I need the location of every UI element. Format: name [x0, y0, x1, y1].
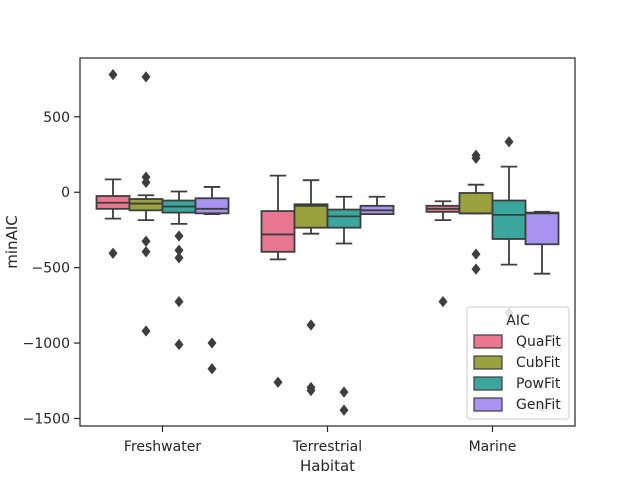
outlier-powfit-freshwater-0: [174, 230, 184, 242]
box-cubfit-freshwater: [128, 198, 164, 212]
outlier-powfit-freshwater-4: [174, 338, 184, 351]
y-tick-label: −1500: [23, 411, 70, 427]
legend-label-quafit: QuaFit: [516, 334, 561, 350]
box-group-genfit-freshwater: [194, 186, 230, 375]
box-genfit-marine: [524, 211, 560, 246]
outlier-powfit-freshwater-2: [174, 252, 184, 264]
box-group-cubfit-terrestrial: [293, 179, 329, 397]
legend: AIC QuaFit CubFit PowFit GenFit: [466, 306, 570, 420]
legend-swatch-genfit: [473, 397, 503, 412]
y-axis: 500 0 −500 −1000 −1500: [23, 110, 80, 427]
x-tick-label-freshwater: Freshwater: [124, 439, 201, 455]
box-powfit-marine: [491, 199, 527, 240]
outlier-quafit-marine-0: [438, 295, 448, 308]
box-group-powfit-terrestrial: [326, 195, 362, 416]
x-axis-label: Habitat: [300, 457, 355, 475]
y-tick-label: 500: [43, 110, 70, 126]
box-cubfit-marine: [458, 192, 494, 215]
legend-swatch-quafit: [473, 334, 503, 349]
legend-label-cubfit: CubFit: [516, 355, 560, 371]
legend-swatch-powfit: [473, 376, 503, 391]
x-tick-label-marine: Marine: [469, 439, 517, 455]
outlier-genfit-freshwater-0: [207, 337, 217, 349]
y-tick-label: 0: [61, 185, 70, 201]
outlier-powfit-freshwater-1: [174, 244, 184, 256]
y-tick-label: −1000: [23, 336, 70, 352]
x-tick-label-terrestrial: Terrestrial: [292, 439, 362, 455]
box-powfit-terrestrial: [326, 208, 362, 229]
box-group-quafit-marine: [425, 200, 461, 308]
y-axis-label: minAIC: [3, 215, 21, 268]
box-group-quafit-terrestrial: [260, 174, 296, 388]
box-group-cubfit-marine: [458, 149, 494, 275]
box-cubfit-terrestrial: [293, 203, 329, 229]
outlier-quafit-freshwater-0: [108, 68, 118, 81]
box-quafit-terrestrial: [260, 210, 296, 253]
outlier-cubfit-marine-1: [471, 152, 481, 164]
outlier-cubfit-freshwater-3: [141, 235, 151, 247]
outlier-cubfit-marine-3: [471, 263, 481, 275]
legend-swatch-cubfit: [473, 355, 503, 370]
outlier-quafit-terrestrial-0: [273, 376, 283, 388]
outlier-cubfit-freshwater-0: [141, 71, 151, 83]
legend-label-powfit: PowFit: [516, 376, 561, 392]
outlier-genfit-freshwater-1: [207, 363, 217, 375]
outlier-cubfit-terrestrial-2: [306, 384, 316, 397]
box-group-powfit-freshwater: [161, 190, 197, 351]
legend-title: AIC: [506, 313, 530, 329]
outlier-powfit-freshwater-3: [174, 295, 184, 308]
outlier-cubfit-freshwater-4: [141, 246, 151, 258]
box-group-powfit-marine: [491, 136, 527, 319]
outlier-powfit-terrestrial-0: [339, 386, 349, 398]
box-group-quafit-freshwater: [95, 68, 131, 259]
outlier-quafit-freshwater-1: [108, 247, 118, 259]
box-group-cubfit-freshwater: [128, 71, 164, 337]
outlier-cubfit-freshwater-5: [141, 325, 151, 337]
outlier-powfit-terrestrial-1: [339, 404, 349, 416]
legend-label-genfit: GenFit: [516, 397, 561, 413]
x-axis: Freshwater Terrestrial Marine: [124, 426, 516, 455]
box-group-genfit-terrestrial: [359, 195, 395, 215]
box-genfit-freshwater: [194, 197, 230, 215]
outlier-powfit-marine-0: [504, 136, 514, 148]
outlier-cubfit-marine-2: [471, 248, 481, 260]
outlier-cubfit-terrestrial-0: [306, 319, 316, 331]
y-tick-label: −500: [32, 261, 70, 277]
outlier-cubfit-freshwater-2: [141, 176, 151, 189]
